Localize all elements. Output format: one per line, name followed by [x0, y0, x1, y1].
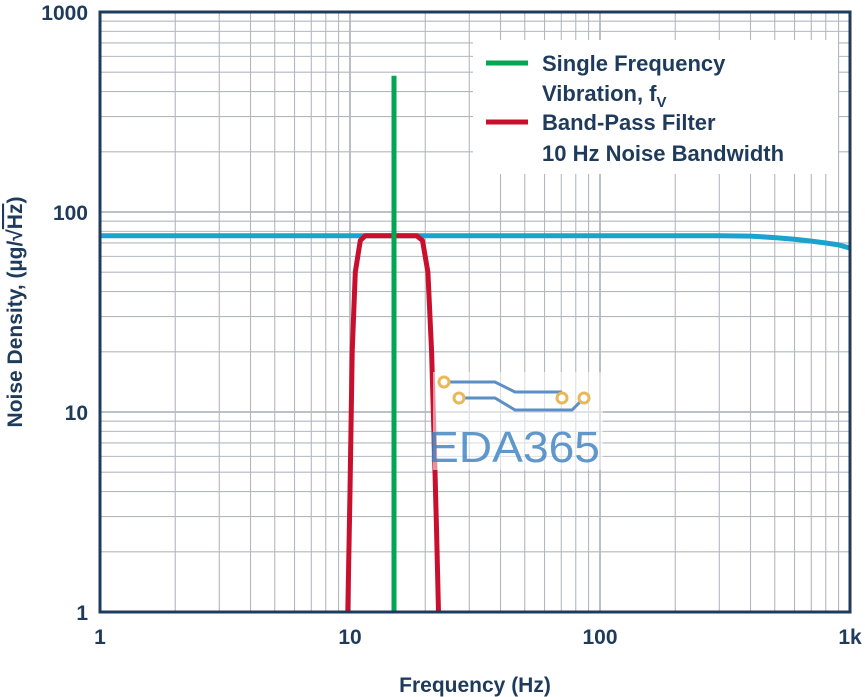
y-tick-label: 10	[65, 402, 88, 425]
legend-label-single-frequency-line1: Single Frequency	[542, 51, 726, 76]
x-tick-label: 1	[94, 626, 106, 649]
series-line-2	[100, 233, 851, 251]
watermark-dot	[452, 391, 466, 405]
watermark-logo: EDA365	[428, 372, 603, 472]
tick-labels: 1 10 100 1k 1 10 100 1000	[41, 2, 862, 649]
x-tick-label: 1k	[838, 626, 862, 649]
y-tick-label: 100	[53, 202, 88, 225]
y-tick-label: 1000	[41, 2, 88, 25]
legend-label-band-pass-line2: 10 Hz Noise Bandwidth	[542, 141, 784, 166]
watermark-trace-upper	[444, 380, 562, 394]
watermark-text: EDA365	[428, 423, 600, 472]
legend: Single Frequency Vibration, fV Band-Pass…	[473, 40, 838, 174]
x-axis-title: Frequency (Hz)	[399, 674, 551, 697]
watermark-trace-lower	[459, 396, 586, 412]
legend-label-single-frequency-line2: Vibration, fV	[542, 81, 667, 111]
watermark-dot	[555, 391, 569, 405]
legend-background	[473, 40, 838, 174]
y-tick-label: 1	[76, 602, 88, 625]
plot-frame	[98, 10, 852, 614]
legend-label-band-pass-line1: Band-Pass Filter	[542, 110, 716, 135]
y-axis-title: Noise Density, (µg/√Hz)	[4, 197, 27, 428]
watermark-dot	[437, 375, 451, 389]
watermark-dot	[577, 391, 591, 405]
x-tick-label: 100	[582, 626, 617, 649]
x-tick-label: 10	[338, 626, 361, 649]
